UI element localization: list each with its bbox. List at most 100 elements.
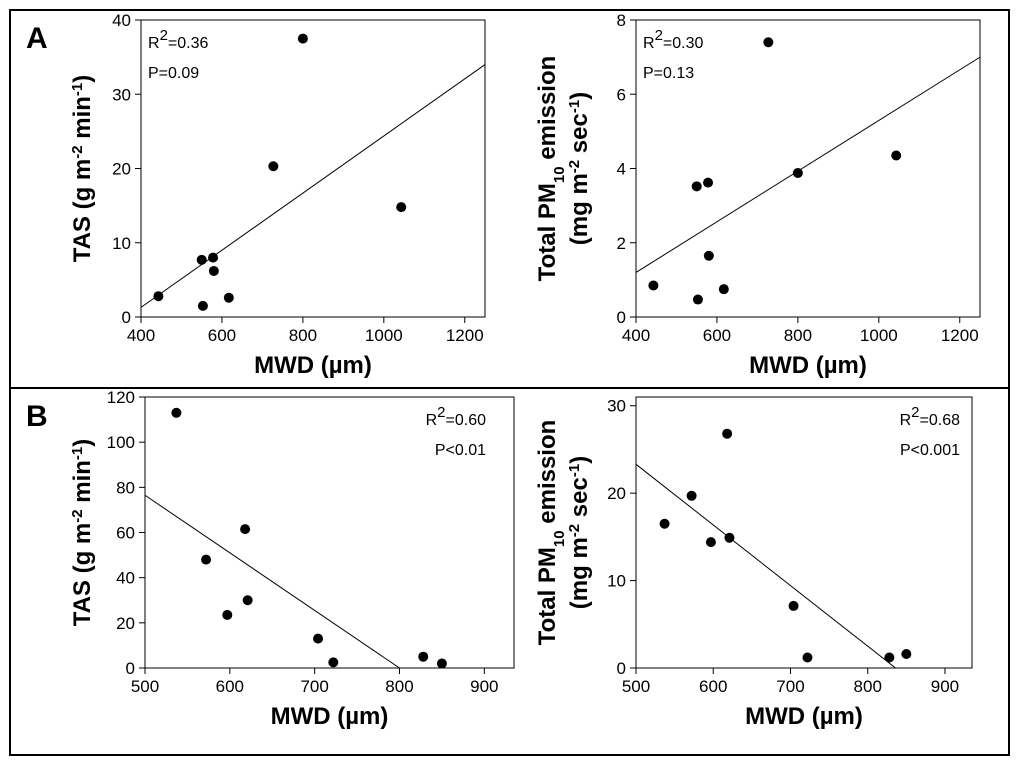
- y-tick-label: 60: [116, 524, 135, 543]
- data-point: [659, 518, 670, 529]
- regression-line: [144, 494, 400, 669]
- x-tick-label: 600: [208, 326, 236, 345]
- data-point: [884, 652, 895, 663]
- y-tick-label: 6: [617, 85, 626, 104]
- x-tick-label: 900: [931, 677, 959, 696]
- p-value-label: P=0.13: [643, 65, 694, 82]
- x-tick-label: 900: [470, 677, 498, 696]
- x-tick-label: 800: [289, 326, 317, 345]
- data-point: [208, 252, 219, 263]
- x-tick-label: 1200: [446, 326, 484, 345]
- data-point: [718, 284, 729, 295]
- y-tick-label: 2: [617, 234, 626, 253]
- panel-label-b: B: [26, 400, 48, 433]
- y-tick-label: 80: [116, 478, 135, 497]
- panel-label-a: A: [26, 22, 48, 55]
- x-tick-label: 600: [216, 677, 244, 696]
- x-tick-label: 700: [300, 677, 328, 696]
- data-point: [222, 609, 233, 620]
- data-point: [692, 294, 703, 305]
- y-tick-label: 30: [607, 397, 626, 416]
- x-axis-title: MWD (µm): [254, 352, 372, 379]
- data-point: [328, 657, 339, 668]
- y-tick-label: 20: [607, 484, 626, 503]
- r-squared-label: R2=0.68: [900, 404, 960, 430]
- y-tick-label: 0: [126, 659, 135, 678]
- data-point: [703, 250, 714, 261]
- y-tick-label: 20: [116, 614, 135, 633]
- y-tick-label: 0: [617, 308, 626, 327]
- regression-line: [140, 64, 486, 308]
- x-tick-label: 1200: [941, 326, 979, 345]
- data-point: [396, 202, 407, 213]
- x-tick-label: 600: [699, 677, 727, 696]
- data-point: [763, 37, 774, 48]
- data-point: [242, 595, 253, 606]
- data-point: [208, 265, 219, 276]
- panel-b-frame: [9, 387, 1010, 756]
- x-tick-label: 400: [622, 326, 650, 345]
- data-point: [648, 280, 659, 291]
- y-tick-label: 120: [107, 388, 135, 407]
- x-axis-title: MWD (µm): [745, 703, 863, 730]
- x-tick-label: 800: [854, 677, 882, 696]
- data-point: [313, 633, 324, 644]
- y-axis-title-line2: (mg m-2 sec-1): [566, 456, 594, 609]
- data-point: [196, 254, 207, 265]
- data-point: [297, 33, 308, 44]
- y-tick-label: 0: [122, 308, 131, 327]
- x-tick-label: 400: [127, 326, 155, 345]
- data-point: [223, 292, 234, 303]
- x-tick-label: 800: [784, 326, 812, 345]
- r-squared-label: R2=0.36: [148, 27, 208, 53]
- y-tick-label: 0: [617, 659, 626, 678]
- y-tick-label: 40: [116, 569, 135, 588]
- data-point: [788, 600, 799, 611]
- data-point: [891, 150, 902, 161]
- data-point: [268, 161, 279, 172]
- data-point: [201, 554, 212, 565]
- regression-line: [635, 56, 981, 273]
- data-point: [418, 651, 429, 662]
- x-tick-label: 600: [703, 326, 731, 345]
- data-point: [171, 407, 182, 418]
- y-axis-title: Total PM10 emission: [534, 56, 568, 282]
- y-axis-title: TAS (g m-2 min-1): [69, 75, 97, 263]
- data-point: [691, 181, 702, 192]
- r-squared-label: R2=0.60: [426, 404, 486, 430]
- x-axis-title: MWD (µm): [271, 703, 389, 730]
- data-point: [197, 300, 208, 311]
- data-point: [722, 428, 733, 439]
- data-point: [703, 177, 714, 188]
- y-tick-label: 4: [617, 160, 626, 179]
- p-value-label: P<0.001: [900, 442, 960, 459]
- x-tick-label: 800: [385, 677, 413, 696]
- data-point: [901, 649, 912, 660]
- p-value-label: P=0.09: [148, 65, 199, 82]
- x-tick-label: 500: [131, 677, 159, 696]
- data-point: [686, 490, 697, 501]
- y-tick-label: 30: [112, 85, 131, 104]
- y-tick-label: 8: [617, 11, 626, 30]
- y-axis-title: Total PM10 emission: [534, 420, 568, 646]
- x-tick-label: 1000: [860, 326, 898, 345]
- r-squared-label: R2=0.30: [643, 27, 703, 53]
- regression-line: [635, 463, 896, 669]
- data-point: [724, 532, 735, 543]
- y-tick-label: 40: [112, 11, 131, 30]
- y-axis-title: TAS (g m-2 min-1): [69, 439, 97, 627]
- y-tick-label: 10: [112, 234, 131, 253]
- plot-area-4: [635, 396, 973, 669]
- data-point: [153, 291, 164, 302]
- x-tick-label: 500: [622, 677, 650, 696]
- y-axis-title-line2: (mg m-2 sec-1): [566, 92, 594, 245]
- data-point: [792, 167, 803, 178]
- data-point: [705, 537, 716, 548]
- data-point: [240, 524, 251, 535]
- y-tick-label: 20: [112, 160, 131, 179]
- data-point: [802, 652, 813, 663]
- p-value-label: P<0.01: [435, 442, 486, 459]
- data-point: [436, 658, 447, 669]
- y-tick-label: 10: [607, 572, 626, 591]
